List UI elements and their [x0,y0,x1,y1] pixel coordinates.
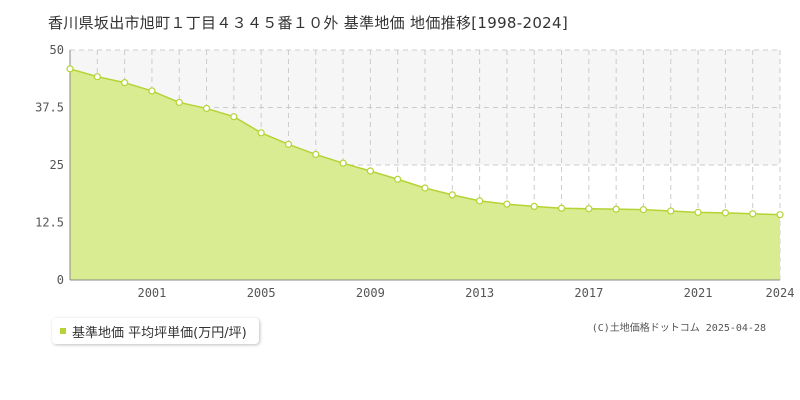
copyright-credit: (C)土地価格ドットコム 2025-04-28 [591,323,766,334]
x-tick-label: 2009 [356,286,385,300]
data-point [257,129,265,137]
data-point [776,211,784,219]
y-tick-label: 37.5 [35,101,64,115]
x-tick-label: 2024 [766,286,795,300]
data-point [721,209,729,217]
x-tick-label: 2005 [247,286,276,300]
x-tick-label: 2021 [684,286,713,300]
data-point [503,200,511,208]
data-point [339,159,347,167]
data-point [448,191,456,199]
data-point [667,207,675,215]
data-point [312,150,320,159]
data-point [612,205,620,213]
y-tick-label: 50 [50,43,64,57]
series-area [70,68,780,280]
data-point [148,87,156,95]
data-points [66,65,784,219]
data-point [476,197,484,205]
data-point [175,98,183,107]
data-point [694,208,702,216]
axes [69,50,780,281]
x-tick-label: 2017 [574,286,603,300]
data-point [639,206,648,214]
y-tick-labels: 0 12.5 25 37.5 50 [35,43,64,287]
legend: 基準地価 平均坪単価(万円/坪) [52,318,259,344]
data-point [366,167,374,175]
data-point [421,184,429,192]
data-point [66,65,74,73]
y-tick-label: 25 [50,158,64,172]
chart-title: 香川県坂出市旭町１丁目４３４５番１０外 基準地価 地価推移[1998-2024] [48,14,569,32]
legend-label: 基準地価 平均坪単価(万円/坪) [72,325,247,341]
data-point [93,73,101,81]
data-point [284,140,293,148]
x-tick-labels: 2001 2005 2009 2013 2017 2021 2024 [137,286,794,300]
x-tick-label: 2013 [465,286,494,300]
data-point [394,175,402,183]
data-point [121,79,129,87]
data-point [585,205,593,213]
data-point [202,104,211,113]
y-tick-label: 0 [57,273,64,287]
y-tick-label: 12.5 [35,216,64,230]
legend-swatch [60,328,66,334]
x-tick-label: 2001 [137,286,166,300]
data-point [230,113,238,121]
data-point [557,204,566,212]
data-point [749,210,757,218]
data-point [530,202,538,210]
